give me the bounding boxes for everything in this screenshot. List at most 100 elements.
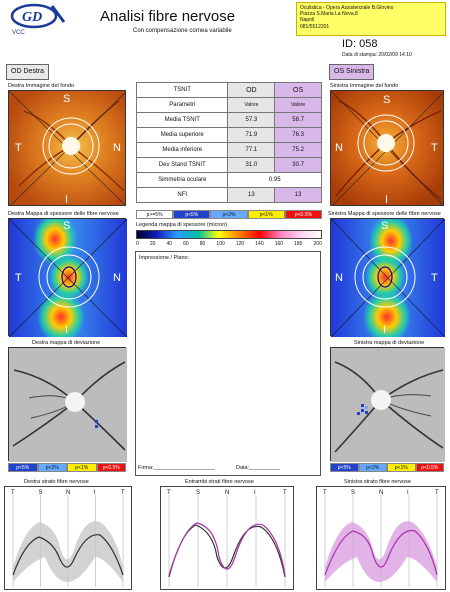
signature-line: Firma:____________________ — [138, 465, 215, 471]
table-subheader-od: Valore — [227, 97, 276, 113]
prob-label: p<2% — [358, 463, 387, 472]
clinic-info: Oculistica - Opera Assistenziale B.Glovi… — [296, 2, 446, 36]
impression-box[interactable]: Impressione / Piano: — [135, 251, 321, 476]
prob-label: p<0.5% — [284, 210, 323, 219]
row-label: Dev Stand TSNIT — [135, 157, 229, 173]
table-row: Dev Stand TSNIT 31.0 30.7 — [135, 157, 322, 173]
od-right-eye-tab[interactable]: OD Destra — [6, 64, 50, 80]
print-date: Data di stampa: 20/02/09 14.10 — [342, 52, 412, 58]
os-map-quadrant-n: N — [335, 272, 343, 284]
impression-label: Impressione / Piano: — [139, 255, 190, 261]
prob-label: p<2% — [210, 210, 248, 219]
row-od-value: 57.3 — [227, 112, 276, 128]
symmetry-label: Simmetria oculare — [135, 172, 229, 188]
tick-label: 200 — [313, 241, 322, 247]
prob-label: p<0.5% — [415, 463, 444, 472]
center-probability-legend: p>=5% p<5% p<2% p<1% p<0.5% — [136, 210, 323, 219]
nfi-od-value: 13 — [227, 187, 276, 203]
os-map-quadrant-i: I — [383, 324, 386, 336]
os-quadrant-s: S — [383, 94, 390, 106]
table-header: TSNIT — [135, 82, 229, 98]
od-map-quadrant-s: S — [63, 220, 70, 232]
thickness-legend-title: Legenda mappa di spessore (micron) — [136, 222, 228, 228]
table-row: Media TSNIT 57.3 58.7 — [135, 112, 322, 128]
os-fundus-caption: Sinistra Immagine del fondo — [330, 83, 399, 89]
tsnit-axis-label: S — [351, 490, 355, 496]
tsnit-axis-label: T — [11, 490, 15, 496]
os-thickness-map: S N T I — [330, 218, 445, 337]
table-header-od: OD — [227, 82, 276, 98]
od-fundus-image: S T N I — [8, 90, 126, 206]
clinic-line: Piazza S.Maria La Nova,8 — [300, 11, 358, 18]
tsnit-axis-label: N — [66, 490, 70, 496]
tsnit-axis-label: T — [121, 490, 125, 496]
tsnit-parameters-table: TSNIT OD OS Parametri Valore Valore Medi… — [135, 82, 322, 203]
os-deviation-map — [330, 347, 445, 462]
os-quadrant-i: I — [385, 194, 388, 206]
os-map-quadrant-t: T — [431, 272, 438, 284]
row-os-value: 75.2 — [274, 142, 322, 158]
tick-label: 140 — [255, 241, 264, 247]
os-left-eye-tab[interactable]: OS Sinistra — [329, 64, 375, 80]
od-thickness-map: S T N I — [8, 218, 127, 337]
thickness-ticks: 0 20 40 60 80 100 120 140 160 180 200 — [136, 241, 322, 247]
prob-label: p<5% — [8, 463, 38, 472]
tick-label: 0 — [136, 241, 139, 247]
date-line: Data:__________ — [236, 465, 280, 471]
od-map-quadrant-i: I — [65, 324, 68, 336]
row-os-value: 30.7 — [274, 157, 322, 173]
tsnit-axis-label: T — [283, 490, 287, 496]
tsnit-axis-label: T — [323, 490, 327, 496]
svg-text:GD: GD — [22, 10, 42, 25]
row-label: Media inferiore — [135, 142, 229, 158]
od-fundus-caption: Destra Immagine del fondo — [8, 83, 75, 89]
table-row: Media inferiore 77.1 75.2 — [135, 142, 322, 158]
clinic-line: Oculistica - Opera Assistenziale B.Glovi… — [300, 5, 394, 11]
prob-label: p<1% — [67, 463, 97, 472]
row-os-value: 58.7 — [274, 112, 322, 128]
row-od-value: 71.9 — [227, 127, 276, 143]
gdx-logo: GD VCC — [4, 2, 70, 36]
prob-label: p<0.5% — [96, 463, 126, 472]
os-map-caption: Sinistra Mappa di spessore delle fibre n… — [328, 211, 441, 217]
tick-label: 60 — [183, 241, 189, 247]
tsnit-axis-label: T — [435, 490, 439, 496]
tick-label: 80 — [199, 241, 206, 247]
clinic-line: Napoli — [300, 17, 315, 24]
od-probability-legend: p<5% p<2% p<1% p<0.5% — [8, 463, 126, 472]
tick-label: 100 — [216, 241, 225, 247]
od-deviation-map — [8, 347, 127, 462]
both-strato-caption: Entrambi strati fibre nervose — [185, 479, 254, 485]
tsnit-axis-label: I — [94, 490, 96, 496]
table-row: Simmetria oculare 0.95 — [135, 172, 322, 188]
prob-label: p<5% — [173, 210, 211, 219]
symmetry-value: 0.95 — [227, 172, 322, 188]
os-fundus-image: S N T I — [330, 90, 444, 206]
od-quadrant-i: I — [65, 194, 68, 206]
prob-label: p<5% — [330, 463, 359, 472]
row-od-value: 31.0 — [227, 157, 276, 173]
patient-id: ID: 058 — [342, 38, 378, 50]
table-row: NFI 13 13 — [135, 187, 322, 203]
row-label: Media TSNIT — [135, 112, 229, 128]
os-strato-caption: Sinistra strato fibre nervose — [344, 479, 411, 485]
od-strato-caption: Destra strato fibre nervose — [24, 479, 89, 485]
os-probability-legend: p<5% p<2% p<1% p<0.5% — [330, 463, 444, 472]
tsnit-axis-label: S — [39, 490, 43, 496]
nfi-label: NFI — [135, 187, 229, 203]
os-quadrant-t: T — [431, 142, 438, 154]
nfi-os-value: 13 — [274, 187, 322, 203]
logo-sub: VCC — [12, 30, 25, 36]
od-map-quadrant-t: T — [15, 272, 22, 284]
tsnit-axis-label: I — [407, 490, 409, 496]
tick-label: 120 — [235, 241, 245, 247]
page-title: Analisi fibre nervose — [100, 8, 236, 25]
tsnit-axis-label: N — [379, 490, 383, 496]
page-subtitle: Con compensazione cornea variabile — [133, 28, 232, 34]
